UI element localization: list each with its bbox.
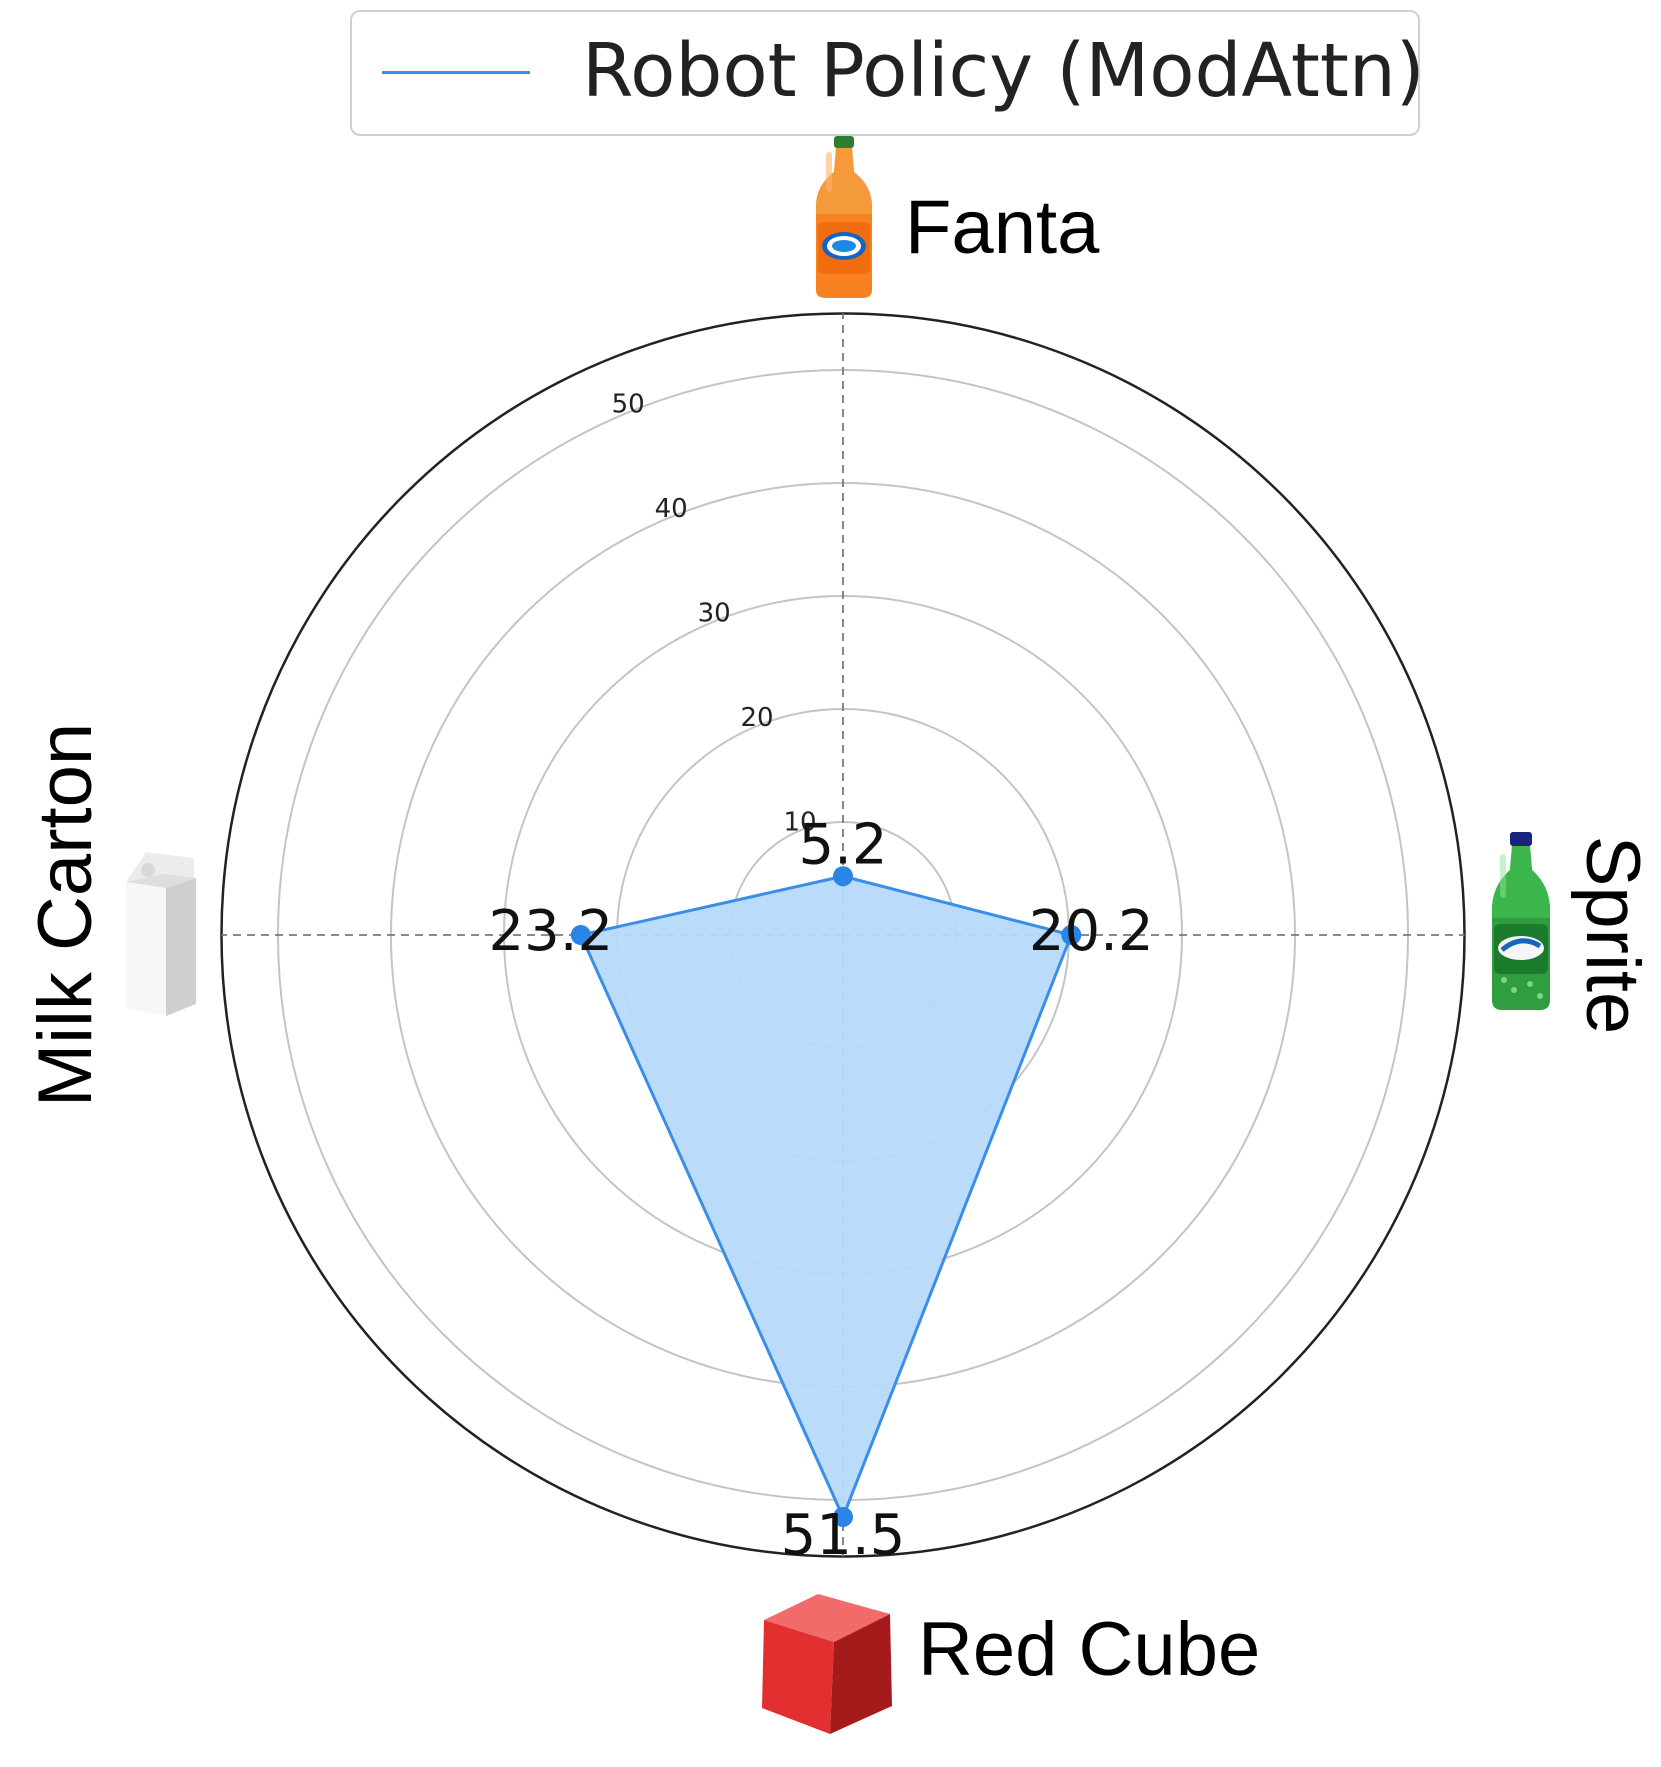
- data-point-2: [833, 1506, 853, 1527]
- data-labels: 5.2 20.2 51.5 23.2: [488, 812, 1153, 1568]
- milk-carton-icon: [126, 852, 196, 1016]
- radial-tick-label-20: 20: [741, 703, 774, 733]
- data-point-3: [570, 925, 591, 945]
- category-label-sprite: Sprite: [1570, 835, 1655, 1035]
- data-point-0: [833, 866, 853, 887]
- orange-soda-bottle-icon: [816, 136, 872, 298]
- radial-tick-label-30: 30: [698, 598, 731, 628]
- data-label-0: 5.2: [798, 812, 887, 877]
- red-cube-icon: [762, 1594, 892, 1734]
- data-point-1: [1061, 925, 1082, 945]
- radial-tick-label-10: 10: [783, 807, 816, 837]
- green-soda-bottle-icon: [1492, 832, 1550, 1010]
- radial-tick-label-50: 50: [612, 389, 645, 419]
- category-label-milk-carton: Milk Carton: [23, 722, 108, 1108]
- data-label-1: 20.2: [1029, 899, 1154, 964]
- series-area-0: [579, 874, 1073, 1519]
- radial-tick-labels: 10 20 30 40 50: [612, 389, 817, 837]
- radial-tick-label-40: 40: [655, 494, 688, 524]
- legend-line-swatch: [382, 71, 530, 74]
- category-label-red-cube: Red Cube: [918, 1607, 1261, 1692]
- legend-label: Robot Policy (ModAttn): [582, 28, 1425, 114]
- legend: Robot Policy (ModAttn): [350, 10, 1425, 136]
- category-label-fanta: Fanta: [905, 185, 1100, 270]
- data-label-2: 51.5: [781, 1503, 906, 1568]
- data-label-3: 23.2: [488, 899, 613, 964]
- series-robot-policy: [570, 866, 1082, 1527]
